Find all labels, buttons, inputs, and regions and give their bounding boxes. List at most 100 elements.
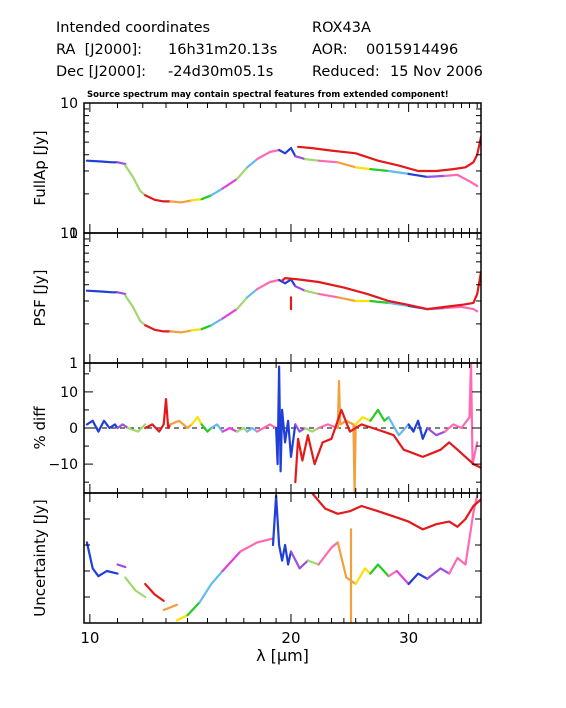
- series-line-diff-7: [210, 423, 224, 433]
- series-line-uncertainty-2: [124, 576, 147, 599]
- series-line-fullap-5: [190, 198, 203, 202]
- series-line-diff-22: [443, 363, 479, 466]
- series-line-fullap-14: [304, 158, 320, 162]
- series-line-diff-9: [235, 426, 249, 433]
- series-line-fullap-18: [369, 168, 390, 173]
- series-line-uncertainty-21: [448, 494, 479, 575]
- series-line-uncertainty-3: [144, 582, 165, 603]
- series-line-uncertainty-22: [310, 493, 481, 531]
- series-line-psf-1: [116, 291, 127, 295]
- series-line-psf-22: [443, 305, 479, 313]
- series-line-diff-8: [221, 426, 238, 433]
- series-line-psf-6: [200, 324, 213, 331]
- series-line-fullap-21: [426, 174, 446, 178]
- series-line-diff-16: [336, 380, 357, 493]
- panel-frame: [83, 232, 482, 364]
- header-dec-value: -24d30m05.1s: [168, 64, 274, 80]
- series-line-psf-18: [369, 299, 390, 304]
- series-line-uncertainty-19: [407, 572, 429, 586]
- series-line-psf-3: [144, 324, 172, 333]
- series-line-uncertainty-10: [271, 494, 293, 566]
- series-line-uncertainty-9: [239, 537, 275, 553]
- series-group: [85, 271, 481, 334]
- series-line-psf-13: [294, 285, 307, 292]
- header-ra-value: 16h31m20.13s: [168, 42, 278, 58]
- y-axis-label: FullAp [Jy]: [31, 130, 49, 205]
- series-line-uncertainty-20: [426, 567, 451, 580]
- series-line-fullap-15: [317, 159, 339, 164]
- y-tick-label: −10: [48, 457, 78, 473]
- series-line-diff-15: [317, 423, 339, 430]
- series-line-fullap-4: [169, 199, 193, 204]
- series-line-diff-12: [275, 365, 297, 473]
- series-line-diff-13: [294, 423, 307, 433]
- series-line-diff-3: [144, 398, 172, 433]
- y-tick-label: 0: [69, 421, 78, 437]
- series-line-uncertainty-18: [395, 569, 410, 586]
- series-line-fullap-20: [407, 172, 429, 178]
- x-tick-label: 10: [80, 629, 99, 647]
- y-axis-label: PSF [Jy]: [31, 270, 49, 327]
- series-line-uncertainty-4: [162, 603, 178, 612]
- series-line-fullap-0: [85, 159, 119, 164]
- series-line-fullap-13: [294, 155, 307, 161]
- y-tick-label: 1: [69, 226, 78, 242]
- series-line-fullap-1: [116, 161, 127, 165]
- panel-frame: [83, 492, 482, 624]
- series-line-uncertainty-6: [186, 601, 201, 617]
- y-axis-label: % diff: [31, 406, 49, 450]
- series-line-fullap-8: [221, 178, 238, 190]
- series-group: [85, 493, 481, 623]
- series-line-psf-5: [190, 328, 203, 332]
- series-line-diff-20: [407, 419, 429, 440]
- header-dec-label: Dec [J2000]:: [56, 64, 147, 80]
- series-line-diff-17: [354, 416, 372, 426]
- series-line-fullap-10: [246, 158, 259, 169]
- series-line-uncertainty-16: [369, 563, 390, 578]
- header-ra-label: RA [J2000]:: [56, 42, 143, 58]
- series-line-psf-19: [387, 301, 410, 307]
- series-line-diff-14: [304, 426, 320, 433]
- y-tick-label: 10: [60, 96, 78, 112]
- series-line-diff-2: [126, 423, 147, 433]
- header-aor-value: 0015914496: [366, 42, 459, 58]
- header-note: Source spectrum may contain spectral fea…: [87, 90, 449, 100]
- series-line-psf-14: [304, 289, 320, 295]
- series-line-diff-1: [116, 423, 130, 430]
- series-line-uncertainty-5: [175, 614, 189, 622]
- series-line-diff-0: [85, 419, 119, 433]
- series-line-fullap-3: [144, 194, 172, 203]
- series-line-diff-18: [369, 408, 390, 422]
- series-line-fullap-16: [336, 161, 357, 169]
- header-reduced-label: Reduced:: [312, 64, 380, 80]
- panel-frame: [83, 102, 482, 234]
- series-line-fullap-19: [387, 169, 410, 175]
- series-line-uncertainty-8: [221, 550, 242, 573]
- series-line-diff-10: [246, 426, 259, 433]
- series-line-fullap-12: [278, 147, 297, 158]
- y-tick-label: 10: [60, 385, 78, 401]
- series-line-uncertainty-17: [387, 569, 398, 578]
- y-tick-label: 10: [60, 226, 78, 242]
- header-target: ROX43A: [312, 20, 371, 36]
- series-line-uncertainty-1: [116, 563, 127, 569]
- series-line-psf-11: [256, 278, 281, 291]
- series-line-fullap-7: [210, 187, 224, 197]
- series-line-diff-11: [256, 423, 278, 433]
- y-tick-label: 1: [69, 356, 78, 372]
- series-line-fullap-2: [124, 164, 147, 197]
- series-line-psf-9: [235, 296, 249, 311]
- series-line-diff-4: [169, 419, 193, 430]
- series-group: [85, 135, 481, 204]
- series-line-uncertainty-13: [317, 541, 339, 566]
- series-line-psf-2: [124, 294, 147, 327]
- y-axis-label: Uncertainty [Jy]: [31, 499, 49, 616]
- series-line-fullap-23: [297, 135, 481, 173]
- series-line-psf-16: [336, 296, 357, 303]
- series-line-fullap-17: [354, 166, 372, 171]
- series-line-uncertainty-15: [354, 567, 372, 586]
- x-axis-label: λ [μm]: [256, 646, 309, 665]
- series-line-psf-7: [210, 317, 224, 327]
